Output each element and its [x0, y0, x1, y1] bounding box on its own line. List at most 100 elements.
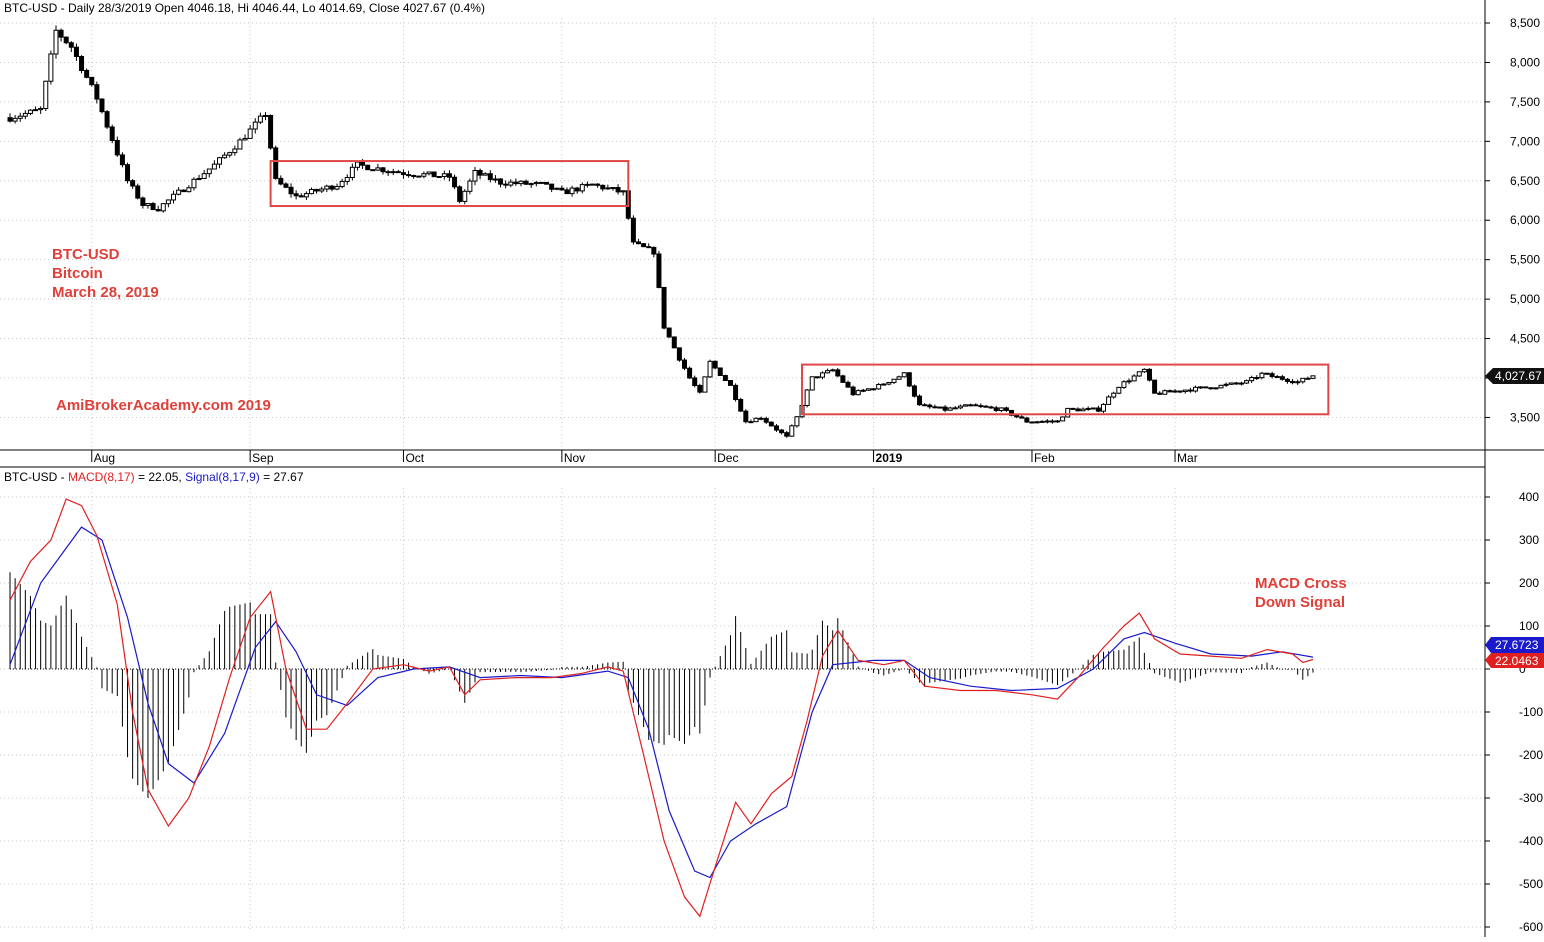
price-candle: [344, 174, 350, 185]
price-candle: [1203, 386, 1209, 389]
price-candle: [922, 403, 928, 407]
price-candle: [1141, 368, 1147, 373]
price-candle: [508, 179, 514, 188]
price-candle: [1131, 374, 1137, 382]
price-candle: [498, 178, 504, 188]
price-candle: [615, 184, 621, 195]
price-candle: [232, 145, 238, 156]
name-annotation: Bitcoin: [52, 265, 103, 282]
price-candle: [385, 169, 391, 177]
price-candle: [559, 185, 565, 191]
macd-tick-label: -600: [1519, 920, 1543, 934]
price-candle: [395, 169, 401, 174]
symbol-annotation: BTC-USD: [52, 246, 120, 263]
price-candle: [564, 187, 570, 195]
price-candle: [819, 371, 825, 380]
price-candle: [324, 184, 330, 193]
price-candle: [1085, 406, 1091, 411]
price-candle: [1060, 416, 1066, 422]
price-candle: [441, 170, 447, 180]
price-candle: [733, 383, 739, 402]
price-candle: [416, 175, 422, 178]
price-candle: [349, 163, 355, 181]
price-candle: [1106, 395, 1112, 405]
price-candle: [1126, 378, 1132, 385]
price-candle: [1009, 409, 1015, 417]
price-candle: [579, 182, 585, 194]
price-candle: [293, 190, 299, 200]
consolidation-boxes: [269, 160, 1330, 416]
price-candle: [452, 174, 458, 190]
price-candle: [283, 182, 289, 189]
price-candle: [99, 98, 105, 114]
macd-tick-label: 0: [1519, 662, 1526, 676]
price-candle: [968, 403, 974, 407]
price-candle: [513, 178, 519, 186]
price-candle: [89, 76, 95, 87]
price-candle: [937, 406, 943, 409]
price-candle: [768, 421, 774, 427]
price-candle: [222, 152, 228, 159]
price-candle: [155, 205, 161, 212]
x-tick-label: Nov: [564, 451, 585, 465]
price-candle: [784, 430, 790, 438]
price-candle: [1034, 420, 1040, 424]
price-candle: [457, 185, 463, 204]
price-candle: [257, 112, 263, 125]
price-candle: [687, 366, 693, 379]
price-candle: [273, 145, 279, 180]
price-candle: [400, 169, 406, 179]
price-candle: [114, 136, 120, 157]
price-candle: [630, 215, 636, 245]
price-candle: [53, 25, 59, 59]
price-candle: [809, 376, 815, 391]
price-candle: [446, 170, 452, 182]
price-candle: [840, 374, 846, 383]
price-candle: [610, 187, 616, 191]
price-candle: [518, 180, 524, 187]
price-candle: [1065, 407, 1071, 418]
price-candle: [94, 81, 100, 104]
price-candle: [1044, 419, 1050, 424]
price-tick-label: 6,000: [1510, 213, 1540, 227]
price-candle: [181, 189, 187, 193]
signal-value-badge: 27.6723: [1485, 637, 1544, 653]
x-tick-label: 2019: [876, 451, 903, 465]
price-candle: [252, 118, 258, 134]
price-candle: [329, 184, 335, 192]
price-candle: [876, 382, 882, 390]
price-candle: [681, 358, 687, 371]
price-candle: [1284, 377, 1290, 384]
signal-value-badge-label: 27.6723: [1495, 638, 1539, 652]
price-candle: [988, 405, 994, 409]
price-tick-label: 4,500: [1510, 332, 1540, 346]
price-candle: [891, 378, 897, 385]
price-candle: [191, 177, 197, 191]
price-candle: [738, 397, 744, 412]
macd-tick-label: -100: [1519, 705, 1543, 719]
price-candle: [1198, 386, 1204, 389]
price-candle: [1305, 376, 1311, 380]
price-candle: [150, 201, 156, 211]
price-candle: [590, 183, 596, 186]
macd-header-signal: Signal(8,17,9): [185, 470, 260, 484]
price-candle: [600, 184, 606, 192]
price-tick-label: 5,000: [1510, 292, 1540, 306]
price-candle: [1177, 390, 1183, 394]
price-candle: [1157, 391, 1163, 396]
price-candle: [63, 36, 69, 45]
price-candle: [993, 405, 999, 413]
price-candle: [472, 166, 478, 186]
price-candle: [1039, 420, 1045, 423]
price-candle: [1192, 385, 1198, 393]
price-candle: [242, 134, 248, 141]
price-candle: [1024, 416, 1030, 423]
price-candle: [676, 347, 682, 362]
price-candle: [528, 182, 534, 188]
price-candle: [1274, 374, 1280, 379]
price-candle: [865, 388, 871, 391]
price-candle: [666, 327, 672, 338]
price-candle: [569, 185, 575, 197]
price-candle: [952, 406, 958, 410]
